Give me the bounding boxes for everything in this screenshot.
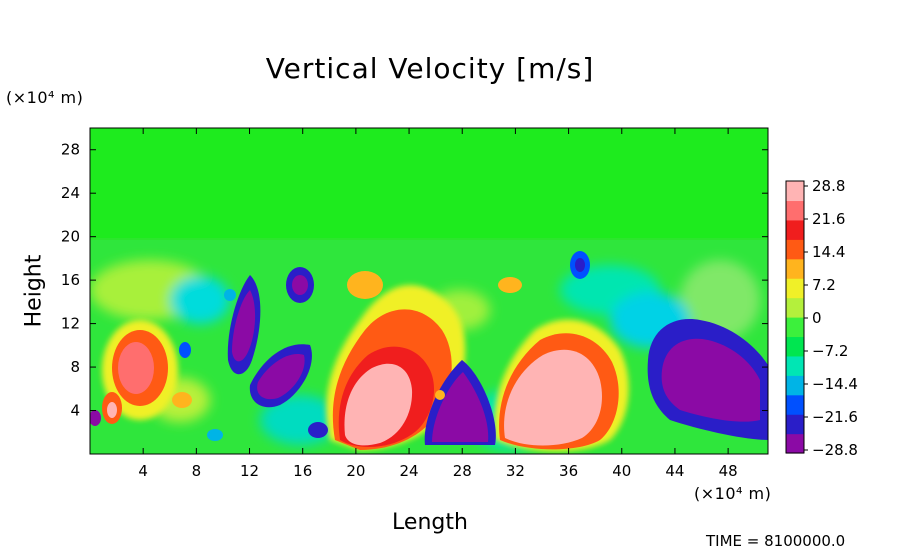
x-tick-label: 44 — [665, 462, 684, 480]
colorbar-swatch — [786, 414, 804, 435]
colorbar-swatch — [786, 258, 804, 279]
downdraft-right — [647, 319, 768, 440]
x-tick-label: 12 — [240, 462, 259, 480]
colorbar-swatch — [786, 239, 804, 260]
x-tick-label: 32 — [506, 462, 525, 480]
x-tick-label: 48 — [719, 462, 738, 480]
y-tick-label: 16 — [61, 271, 80, 289]
x-tick-label: 40 — [612, 462, 631, 480]
plot-frame — [89, 127, 769, 455]
y-axis-unit: (×10⁴ m) — [6, 88, 84, 107]
colorbar-swatch — [786, 317, 804, 338]
colorbar-swatch — [786, 375, 804, 396]
updraft-right — [494, 319, 629, 452]
colorbar-frame — [785, 180, 805, 454]
colorbar-label: 7.2 — [812, 276, 836, 294]
colorbar-swatch — [786, 219, 804, 240]
updraft-center — [326, 285, 466, 450]
x-tick-label: 24 — [400, 462, 419, 480]
y-tick-label: 24 — [61, 184, 80, 202]
y-tick-label: 28 — [61, 141, 80, 159]
downdraft-left — [227, 267, 328, 438]
colorbar-swatch — [786, 278, 804, 299]
x-axis-unit: (×10⁴ m) — [694, 484, 772, 503]
plot-area — [90, 128, 768, 454]
colorbar-label: 0 — [812, 309, 822, 327]
colorbar-swatch — [786, 433, 804, 454]
colorbar-swatch — [786, 200, 804, 221]
x-tick-label: 28 — [453, 462, 472, 480]
upper-layer — [90, 128, 768, 238]
x-tick-label: 36 — [559, 462, 578, 480]
colorbar-label: −14.4 — [812, 375, 858, 393]
colorbar: 28.8 21.6 14.4 7.2 0 −7.2 −14.4 −21.6 −28.8 — [785, 177, 858, 459]
x-tick-label: 8 — [192, 462, 202, 480]
downdraft-center — [424, 360, 496, 445]
updraft-left — [102, 320, 178, 424]
colorbar-swatch — [786, 394, 804, 415]
colorbar-swatch — [786, 181, 804, 202]
colorbar-label: 14.4 — [812, 243, 845, 261]
y-tick-label: 4 — [70, 402, 80, 420]
x-axis-label: Length — [392, 510, 468, 535]
colorbar-label: 21.6 — [812, 210, 845, 228]
colorbar-label: 28.8 — [812, 177, 845, 195]
y-tick-label: 20 — [61, 228, 80, 246]
y-tick-label: 8 — [70, 358, 80, 376]
colorbar-label: −21.6 — [812, 408, 858, 426]
x-tick-label: 20 — [346, 462, 365, 480]
colorbar-swatch — [786, 355, 804, 376]
colorbar-swatch — [786, 297, 804, 318]
x-tick-label: 4 — [138, 462, 148, 480]
scattered-cells — [90, 251, 590, 441]
colorbar-label: −7.2 — [812, 342, 848, 360]
colorbar-swatch — [786, 336, 804, 357]
x-tick-label: 16 — [293, 462, 312, 480]
colorbar-label: −28.8 — [812, 441, 858, 459]
chart-title: Vertical Velocity [m/s] — [265, 52, 595, 85]
y-tick-label: 12 — [61, 315, 80, 333]
